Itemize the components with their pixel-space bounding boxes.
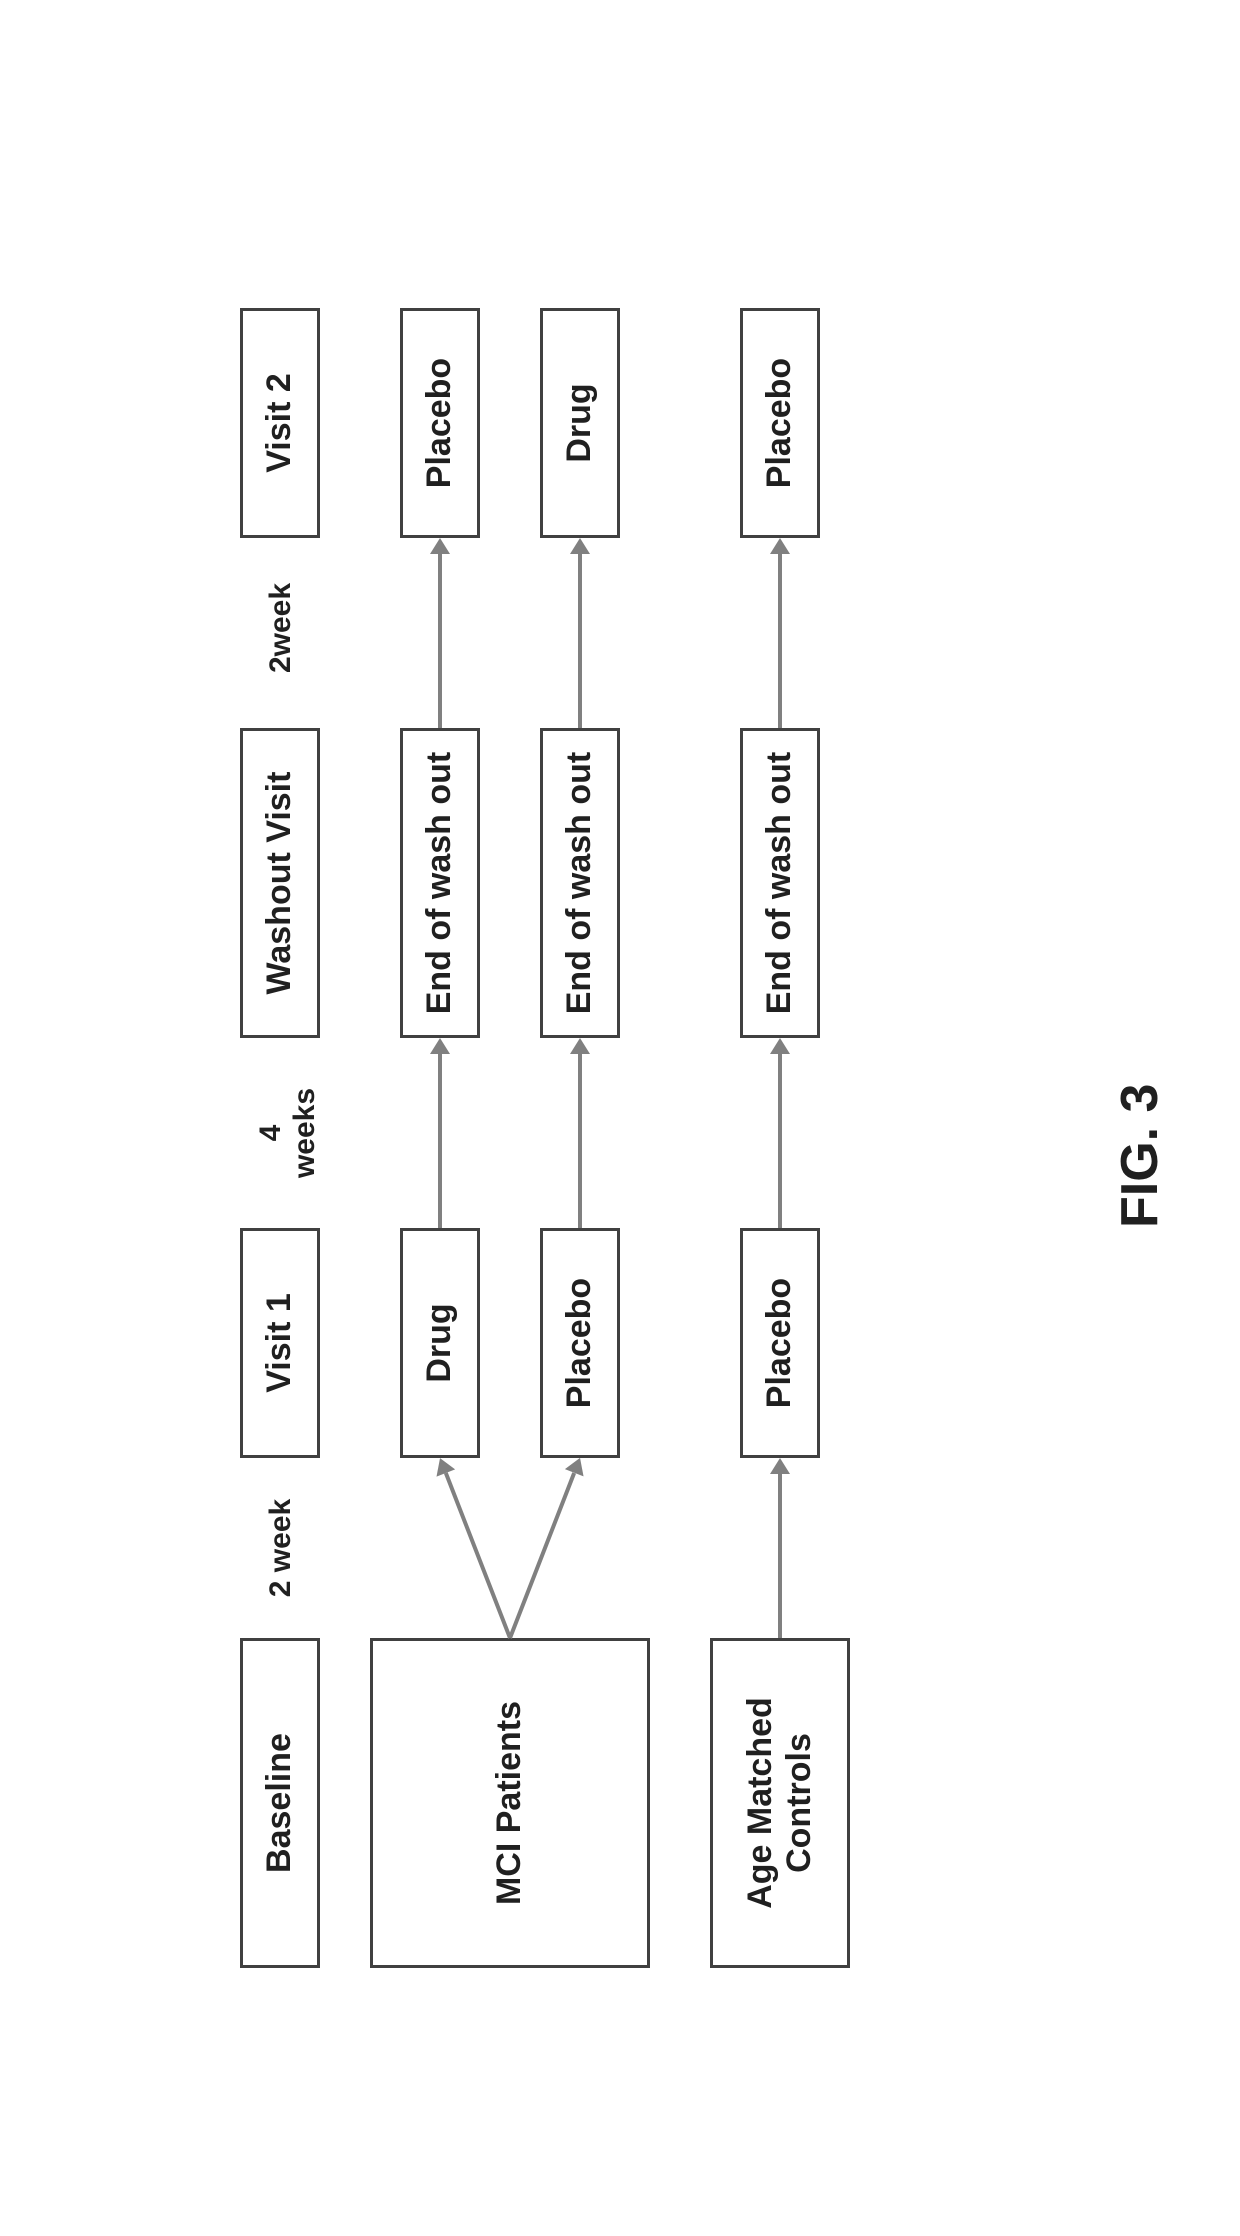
edge-0 <box>444 1472 512 1639</box>
rotated-stage: Baseline Visit 1 Washout Visit Visit 2 2 wee… <box>240 268 1000 1968</box>
edge-1 <box>508 1472 576 1639</box>
box-mci-b-c1: Placebo <box>540 1228 620 1458</box>
period-label-2: 2week <box>264 558 298 698</box>
box-mci-b-c3: Drug <box>540 308 620 538</box>
period-label-0: 2 week <box>264 1478 298 1618</box>
box-ctrl-c3: Placebo <box>740 308 820 538</box>
edge-4 <box>438 554 442 728</box>
period-label-1: 4weeks <box>254 1063 322 1203</box>
edge-3 <box>438 1054 442 1228</box>
edge-2-head <box>770 1458 790 1474</box>
source-mci-src: MCI Patients <box>370 1638 650 1968</box>
header-c0: Baseline <box>240 1638 320 1968</box>
flowchart-diagram: Baseline Visit 1 Washout Visit Visit 2 2 wee… <box>240 268 1000 1968</box>
edge-5-head <box>570 1038 590 1054</box>
header-c1: Visit 1 <box>240 1228 320 1458</box>
edge-4-head <box>430 538 450 554</box>
figure-caption: FIG. 3 <box>1110 1084 1170 1228</box>
header-c3: Visit 2 <box>240 308 320 538</box>
edge-2 <box>778 1474 782 1638</box>
edge-3-head <box>430 1038 450 1054</box>
box-mci-b-c2: End of wash out <box>540 728 620 1038</box>
edge-8-head <box>770 538 790 554</box>
edge-5 <box>578 1054 582 1228</box>
edge-6 <box>578 554 582 728</box>
box-mci-a-c3: Placebo <box>400 308 480 538</box>
box-ctrl-c2: End of wash out <box>740 728 820 1038</box>
box-mci-a-c1: Drug <box>400 1228 480 1458</box>
source-ctrl-src: Age MatchedControls <box>710 1638 850 1968</box>
header-c2: Washout Visit <box>240 728 320 1038</box>
box-mci-a-c2: End of wash out <box>400 728 480 1038</box>
edge-7 <box>778 1054 782 1228</box>
box-ctrl-c1: Placebo <box>740 1228 820 1458</box>
edge-8 <box>778 554 782 728</box>
edge-6-head <box>570 538 590 554</box>
edge-7-head <box>770 1038 790 1054</box>
